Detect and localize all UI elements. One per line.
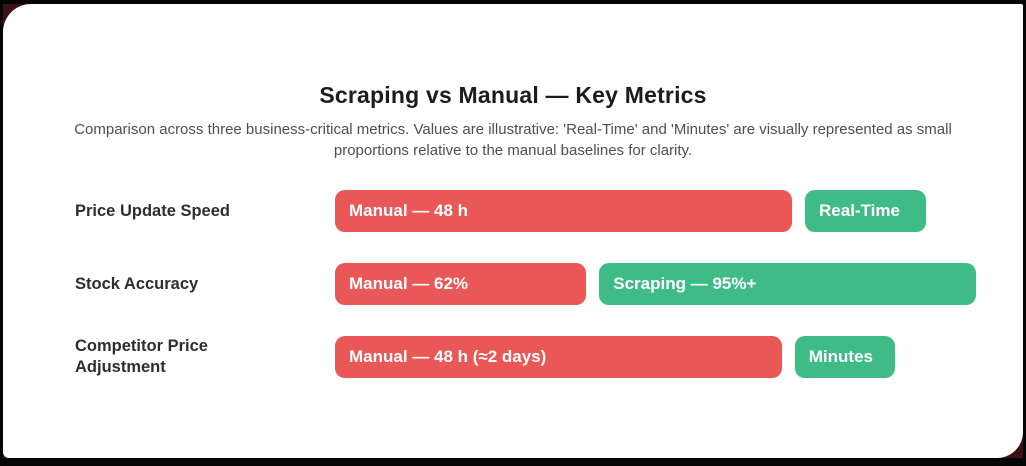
bar-scraping: Scraping — 95%+ <box>599 263 976 306</box>
metric-track: Manual — 62% Scraping — 95%+ <box>335 263 976 306</box>
chart-title: Scraping vs Manual — Key Metrics <box>319 82 707 108</box>
metric-row: Competitor Price Adjustment Manual — 48 … <box>75 336 976 379</box>
metric-track: Manual — 48 h Real-Time <box>335 190 976 233</box>
bar-manual: Manual — 48 h (≈2 days) <box>335 336 782 379</box>
bar-manual: Manual — 62% <box>335 263 587 306</box>
metric-label: Stock Accuracy <box>75 274 199 293</box>
metric-label: Competitor Price Adjustment <box>75 337 208 377</box>
bar-scraping: Minutes <box>794 336 896 379</box>
chart-subtitle: Comparison across three business-critica… <box>74 120 952 160</box>
metric-track: Manual — 48 h (≈2 days) Minutes <box>335 336 976 379</box>
metrics-chart: Price Update Speed Manual — 48 h Real-Tim… <box>3 190 1023 379</box>
bar-manual: Manual — 48 h <box>335 190 793 233</box>
bar-scraping: Real-Time <box>805 190 926 233</box>
metric-row: Price Update Speed Manual — 48 h Real-Tim… <box>75 190 976 233</box>
metric-label: Price Update Speed <box>75 201 230 220</box>
page-backdrop: Scraping vs Manual — Key Metrics Compari… <box>3 4 1023 458</box>
content-card: Scraping vs Manual — Key Metrics Compari… <box>3 4 1023 458</box>
metric-row: Stock Accuracy Manual — 62% Scraping — 95… <box>75 263 976 306</box>
